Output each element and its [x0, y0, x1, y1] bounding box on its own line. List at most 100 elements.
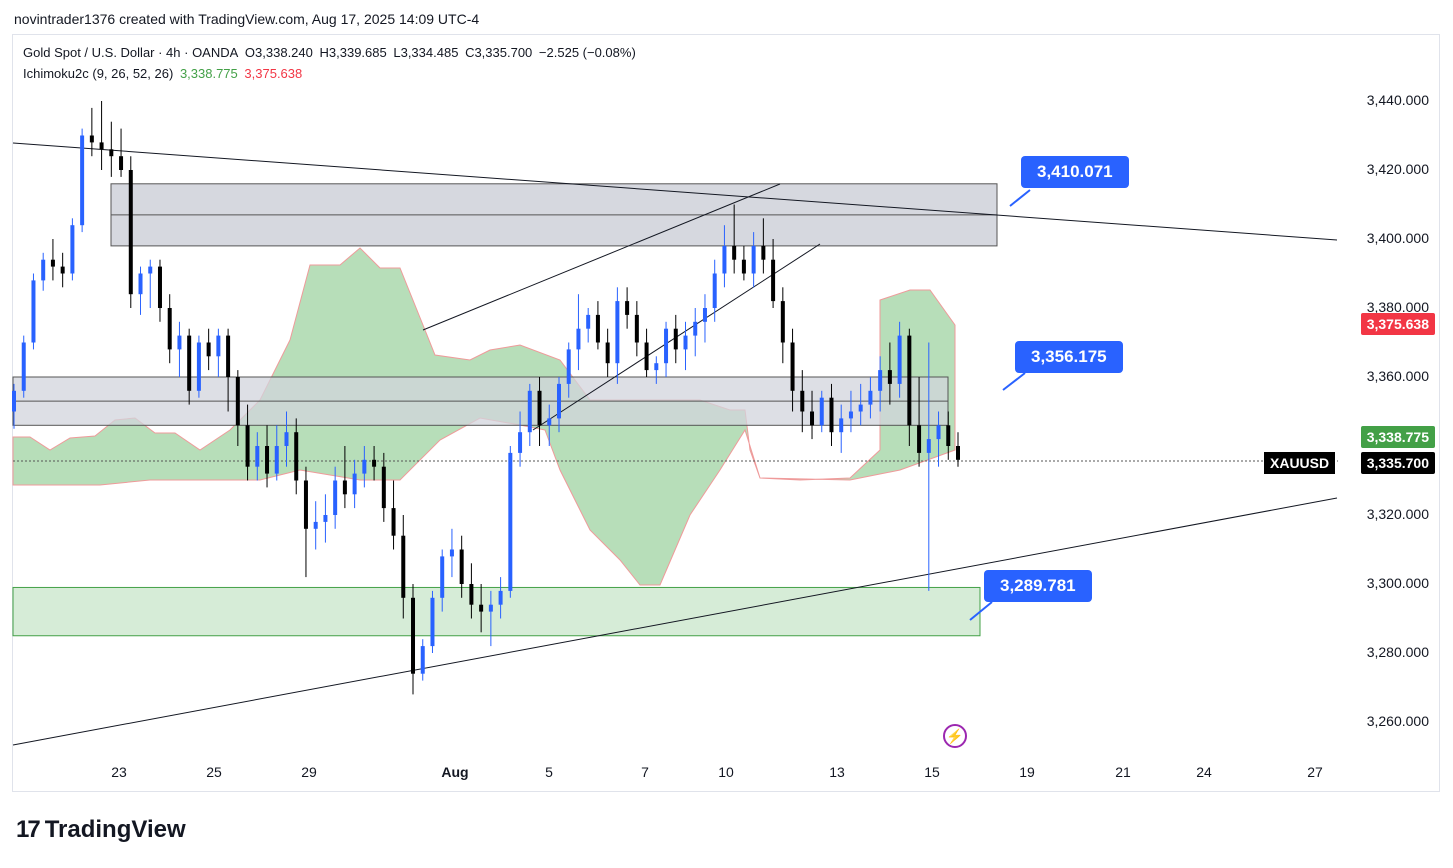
y-tick-label: 3,420.000 [1366, 161, 1429, 177]
candle-body [459, 549, 464, 584]
y-tick-label: 3,400.000 [1366, 230, 1429, 246]
candle-body [654, 363, 659, 371]
candle-body [187, 335, 192, 391]
legend-symbol: Gold Spot / U.S. Dollar · 4h · OANDA [23, 45, 239, 60]
candle-body [878, 370, 883, 391]
candle-body [342, 480, 347, 495]
candle-body [644, 342, 649, 371]
candle-body [333, 480, 338, 515]
candle-body [255, 446, 260, 467]
candle-body [303, 480, 308, 529]
candle-body [751, 245, 756, 274]
trendline-upper [12, 142, 1338, 241]
candle-body [800, 390, 805, 412]
candle-body [148, 266, 153, 274]
candle-body [683, 335, 688, 350]
candle-body [99, 142, 104, 150]
candle-body [381, 466, 386, 509]
candle-body [196, 342, 201, 391]
candle-body [70, 225, 75, 274]
y-tick-label: 3,300.000 [1366, 575, 1429, 591]
tradingview-logo: 17 TradingView [16, 816, 186, 844]
x-tick-label: 23 [111, 764, 127, 780]
candle-body [595, 314, 600, 343]
candle-body [936, 425, 941, 440]
candle-body [897, 335, 902, 384]
symbol-tag: XAUUSD [1264, 452, 1336, 474]
candle-body [722, 245, 727, 274]
x-tick-label: 15 [924, 764, 940, 780]
candle-body [537, 390, 542, 426]
candle-body [868, 390, 873, 405]
candle-body [586, 314, 591, 329]
candle-body [810, 411, 815, 426]
candle-body [265, 446, 270, 474]
candle-body [664, 328, 669, 364]
candle-body [508, 452, 513, 591]
candle-body [12, 390, 16, 412]
candle-body [352, 473, 357, 495]
candle-body [430, 597, 435, 647]
callout-mid[interactable]: 3,356.175 [1015, 341, 1123, 373]
candle-body [498, 590, 503, 605]
legend-ohlc: Gold Spot / U.S. Dollar · 4h · OANDA O3,… [23, 45, 639, 60]
x-tick-label: 10 [718, 764, 734, 780]
candle-body [917, 425, 922, 453]
logo-icon: 17 [16, 816, 41, 843]
candle-body [109, 149, 114, 157]
candle-body [819, 397, 824, 426]
candle-body [362, 459, 367, 474]
channel-upper [422, 183, 781, 331]
candle-body [226, 335, 231, 377]
candle-body [956, 446, 960, 460]
indicator-value-2: 3,375.638 [244, 66, 303, 81]
candle-body [732, 245, 737, 260]
candle-body [294, 432, 299, 481]
bolt-icon[interactable]: ⚡ [943, 724, 967, 748]
x-tick-label: 13 [829, 764, 845, 780]
candle-body [167, 308, 172, 350]
callout-low[interactable]: 3,289.781 [984, 570, 1092, 602]
candle-body [790, 342, 795, 391]
candle-body [946, 425, 951, 446]
candle-body [440, 556, 445, 598]
legend-indicator[interactable]: Ichimoku2c (9, 26, 52, 26) 3,338.775 3,3… [23, 66, 305, 81]
candle-body [50, 259, 55, 267]
x-tick-label: 19 [1019, 764, 1035, 780]
candle-body [556, 383, 561, 419]
candle-body [780, 301, 785, 343]
candle-body [839, 418, 844, 433]
candle-body [887, 370, 892, 384]
y-tick-label: 3,360.000 [1366, 368, 1429, 384]
candle-body [245, 425, 250, 467]
candle-body [89, 135, 94, 143]
candle-body [41, 259, 46, 281]
candle-body [313, 521, 318, 529]
candle-body [138, 273, 143, 295]
zone-support [12, 586, 981, 637]
price-tag-green: 3,338.775 [1360, 426, 1435, 448]
candle-body [615, 301, 620, 364]
candle-body [605, 342, 610, 364]
candle-body [21, 342, 26, 391]
brand-name: TradingView [44, 816, 186, 843]
candle-body [119, 156, 124, 170]
candle-body [157, 266, 162, 308]
trendline-lower [12, 497, 1338, 746]
candle-body [702, 308, 707, 322]
indicator-name: Ichimoku2c (9, 26, 52, 26) [23, 66, 174, 81]
candle-body [848, 411, 853, 419]
y-tick-label: 3,320.000 [1366, 506, 1429, 522]
candle-body [449, 549, 454, 557]
candle-body [829, 397, 834, 433]
candle-body [372, 459, 377, 467]
candle-body [926, 439, 931, 453]
candle-body [177, 335, 182, 350]
y-tick-label: 3,440.000 [1366, 92, 1429, 108]
candle-body [60, 266, 65, 274]
callout-top[interactable]: 3,410.071 [1021, 156, 1129, 188]
legend-close: C3,335.700 [465, 45, 533, 60]
callout-low-pointer [969, 601, 993, 621]
candle-body [518, 432, 523, 453]
